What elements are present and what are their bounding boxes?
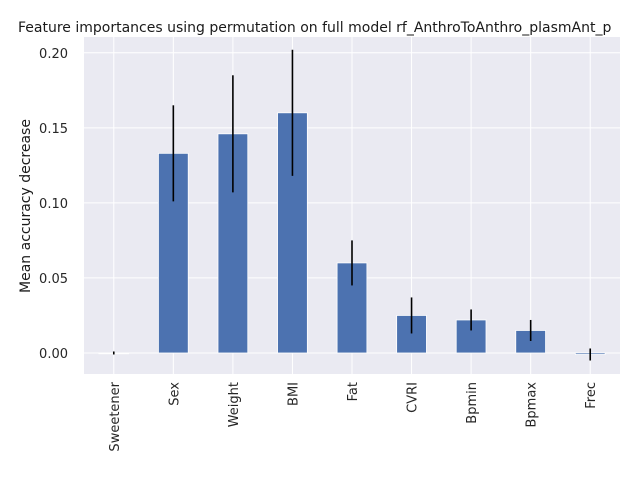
y-axis-label: Mean accuracy decrease	[18, 119, 34, 293]
y-tick-label: 0.20	[39, 47, 68, 62]
x-tick-labels: Sweetener Sex Weight BMI Fat CVRI Bpmin Bpmax Fr…	[108, 381, 599, 451]
x-tick-label: Fat	[346, 382, 361, 401]
bars-group	[98, 112, 606, 355]
x-tick-label: BMI	[286, 382, 301, 406]
chart-title: Feature importances using permutation on…	[18, 20, 611, 36]
bar-bpmin	[455, 319, 487, 354]
y-tick-labels: 0.00 0.05 0.10 0.15 0.20	[39, 47, 68, 362]
x-tick-label: Weight	[227, 382, 242, 427]
y-tick-label: 0.10	[39, 197, 68, 212]
x-tick-label: CVRI	[406, 382, 421, 413]
x-tick-label: Frec	[584, 382, 599, 409]
x-tick-label: Sweetener	[108, 381, 123, 451]
x-tick-label: Bpmin	[465, 382, 480, 424]
x-tick-label: Sex	[167, 382, 182, 406]
bar-sex	[158, 152, 189, 354]
y-tick-label: 0.00	[39, 347, 68, 362]
y-tick-label: 0.05	[39, 272, 68, 287]
x-tick-label: Bpmax	[525, 382, 540, 428]
error-bars-group	[112, 49, 592, 361]
y-tick-label: 0.15	[39, 122, 68, 137]
